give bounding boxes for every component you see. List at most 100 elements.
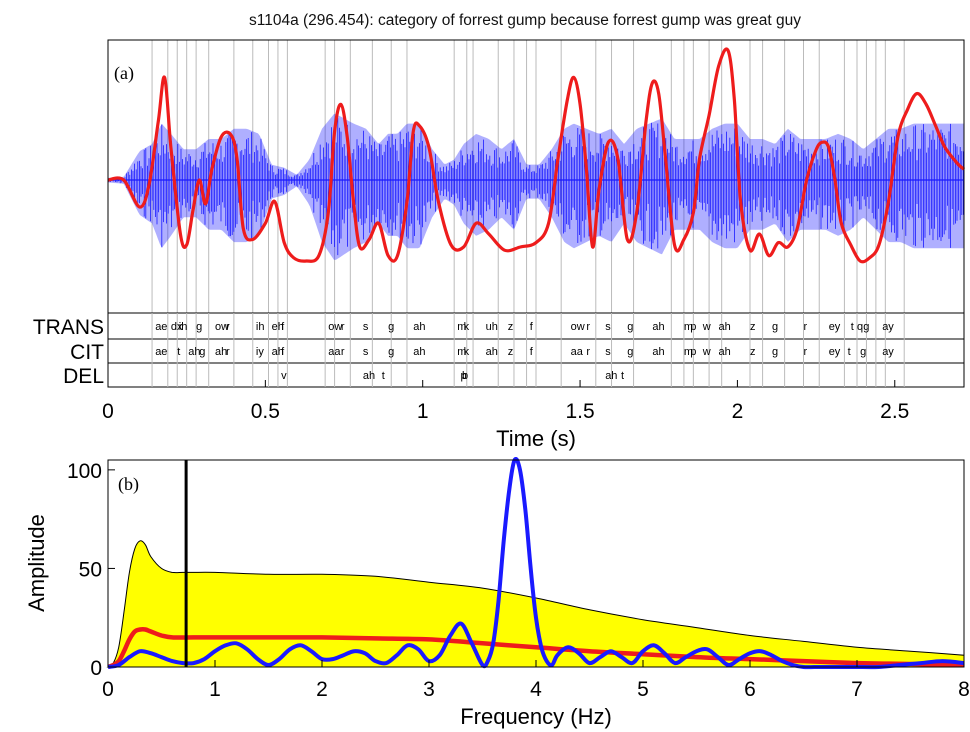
panel-b-y-axis: 0 50 100 <box>67 460 115 680</box>
panel-b: (b) 0 1 2 3 4 5 6 7 8 0 50 100 Frequency (Hz) Ampl… <box>24 456 970 729</box>
tier-name: CIT <box>70 341 104 364</box>
phone-label: ih <box>179 321 188 333</box>
phone-label: g <box>388 321 394 333</box>
panel-b-x-axis-label: Frequency (Hz) <box>460 704 612 729</box>
phone-label: m <box>457 346 466 358</box>
phone-label: r <box>586 321 590 333</box>
phone-label: s <box>605 346 611 358</box>
x-tick-label: 6 <box>744 678 756 701</box>
phone-label: ow <box>215 321 229 333</box>
phone-label: ah <box>652 346 664 358</box>
phone-label: p <box>690 321 696 333</box>
phone-label: ay <box>882 321 894 333</box>
phone-label: ah <box>215 346 227 358</box>
x-tick-label: 1 <box>209 678 221 701</box>
x-tick-label: 7 <box>851 678 863 701</box>
panel-b-y-axis-label: Amplitude <box>24 514 49 612</box>
phone-label: s <box>363 346 369 358</box>
phone-label: dx <box>171 321 183 333</box>
x-tick-label: 1.5 <box>565 400 594 423</box>
figure-title: s1104a (296.454): category of forrest gu… <box>249 12 801 29</box>
y-tick-label: 50 <box>79 558 102 581</box>
phone-label: ay <box>882 346 894 358</box>
phone-label: g <box>196 321 202 333</box>
phone-label: k <box>464 321 470 333</box>
phone-label: m <box>684 321 693 333</box>
y-tick-label: 100 <box>67 460 102 483</box>
phone-label: r <box>804 321 808 333</box>
panel-a-x-axis: 0 0.5 1 1.5 2 2.5 <box>102 380 909 423</box>
phone-label: t <box>621 370 624 382</box>
phone-label: w <box>702 346 711 358</box>
panel-b-label: (b) <box>118 474 139 495</box>
phone-label: f <box>530 346 534 358</box>
phone-label: ah <box>486 346 498 358</box>
x-tick-label: 5 <box>637 678 649 701</box>
phone-label: g <box>199 346 205 358</box>
phone-label: ah <box>719 321 731 333</box>
phone-label: eh <box>272 321 284 333</box>
x-tick-label: 2.5 <box>880 400 909 423</box>
phone-label: ah <box>413 346 425 358</box>
phone-label: r <box>226 346 230 358</box>
phone-label: w <box>702 321 711 333</box>
phone-label: aa <box>328 346 341 358</box>
phone-label: s <box>363 321 369 333</box>
phone-label: ah <box>413 321 425 333</box>
phone-label: ah <box>605 370 617 382</box>
x-tick-label: 0 <box>102 678 114 701</box>
phone-label: g <box>772 321 778 333</box>
phone-label: ah <box>719 346 731 358</box>
y-tick-label: 0 <box>90 657 102 680</box>
phone-label: ah <box>272 346 284 358</box>
phone-label: ow <box>571 321 585 333</box>
phone-label: g <box>772 346 778 358</box>
phone-label: g <box>627 346 633 358</box>
x-tick-label: 2 <box>316 678 328 701</box>
phone-label: v <box>281 370 287 382</box>
spectrum-mean-line <box>107 627 965 670</box>
x-tick-label: 3 <box>423 678 435 701</box>
tier-name: TRANS <box>33 316 104 339</box>
tier-boundary-ticks <box>151 313 905 387</box>
phone-label: q <box>857 321 863 333</box>
phone-label: aa <box>571 346 584 358</box>
phone-label: ah <box>188 346 200 358</box>
phone-label: b <box>462 370 468 382</box>
phone-label: z <box>750 321 756 333</box>
phone-label: m <box>457 321 466 333</box>
phone-label: t <box>382 370 385 382</box>
phone-label: k <box>464 346 470 358</box>
phone-label: ow <box>328 321 342 333</box>
phone-label: g <box>860 346 866 358</box>
phone-label: ae <box>155 321 167 333</box>
phone-label: z <box>508 321 514 333</box>
x-tick-label: 4 <box>530 678 542 701</box>
phone-label: r <box>341 321 345 333</box>
phone-label: m <box>684 346 693 358</box>
phone-label: ah <box>363 370 375 382</box>
panel-b-x-axis: 0 1 2 3 4 5 6 7 8 <box>102 660 970 701</box>
phone-label: r <box>226 321 230 333</box>
tier-name: DEL <box>63 365 104 388</box>
phone-label: uh <box>486 321 498 333</box>
x-tick-label: 2 <box>732 400 744 423</box>
phone-label: z <box>508 346 514 358</box>
phone-label: ae <box>155 346 167 358</box>
phone-label: z <box>750 346 756 358</box>
phone-label: r <box>804 346 808 358</box>
phone-label: ih <box>256 321 265 333</box>
phone-label: t <box>177 346 180 358</box>
phone-label: t <box>851 321 854 333</box>
x-tick-label: 0 <box>102 400 114 423</box>
phone-label: ah <box>652 321 664 333</box>
x-tick-label: 0.5 <box>251 400 280 423</box>
x-tick-label: 8 <box>958 678 970 701</box>
phone-label: ey <box>829 321 841 333</box>
x-tick-label: 1 <box>417 400 429 423</box>
envelope-line <box>107 47 966 264</box>
phone-label: g <box>388 346 394 358</box>
